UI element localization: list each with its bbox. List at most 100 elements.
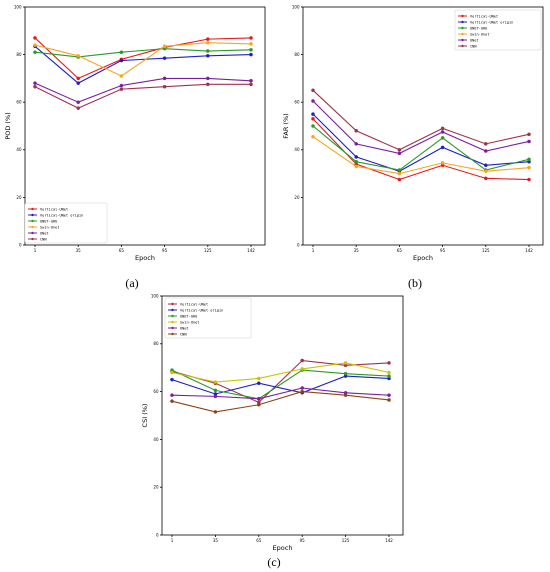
legend-label: Vertical-UNet [470,14,498,18]
series-cnn-point-4 [205,82,210,87]
series-vertical-unet-origin-point-1 [354,155,359,159]
series-swin-unet-point-5 [387,370,391,375]
series-swin-unet-point-4 [343,361,348,365]
series-vertical-unet-origin [311,112,531,174]
x-tick-label: 125 [204,248,212,253]
series-cnn-point-2 [256,402,261,407]
y-tick-label: 100 [292,4,300,9]
legend-marker [171,320,174,324]
legend: Vertical-UNet Vertical-UNet origin UNET-GR… [24,202,108,244]
series-vertical-unet-origin-point-3 [440,145,445,150]
series-vertical-unet-origin-line [312,113,530,172]
series-swin-unet-point-0 [170,370,174,375]
series-unet-gru-point-5 [527,157,531,162]
legend-marker [31,237,34,241]
y-tick-label: 20 [294,195,300,200]
series-unet-line [34,77,252,103]
x-tick-label: 35 [76,248,82,253]
legend-label: Swin-Unet [180,320,199,324]
series-vertical-unet-origin-point-4 [205,53,210,58]
legend-marker [171,314,174,318]
series-cnn-point-1 [76,106,80,110]
series-vertical-unet-point-5 [387,361,391,365]
series-swin-unet-point-0 [311,134,315,139]
legend-label: UNET-GRU [40,219,57,223]
series-vertical-unet-point-0 [33,36,37,40]
series-unet-point-4 [205,76,210,81]
series-swin-unet-point-5 [249,42,253,46]
series-unet-gru-point-4 [205,49,210,53]
legend-marker [461,44,464,48]
series-vertical-unet [311,117,531,182]
series-unet-gru-point-0 [33,50,37,55]
panel-caption: (a) [125,276,138,290]
legend-label: UNET-GRU [180,314,197,318]
x-tick-label: 1 [171,538,174,543]
series-swin-unet-point-5 [527,165,531,170]
y-tick-label: 0 [156,532,159,537]
y-tick-label: 60 [294,100,300,105]
series-cnn-point-0 [33,84,37,89]
series-swin-unet-point-4 [483,169,488,174]
series-swin-unet-point-2 [119,74,124,78]
x-tick-label: 142 [247,248,255,253]
legend-label: Vertical-UNet origin [180,308,223,312]
legend-label: UNet [40,231,49,235]
x-tick-label: 142 [385,538,393,543]
y-tick-label: 0 [19,242,22,247]
series-cnn-point-5 [249,82,253,87]
y-tick-label: 0 [297,242,300,247]
series-cnn [170,389,391,414]
y-tick-label: 60 [153,389,159,394]
series-vertical-unet-origin [33,44,253,85]
y-tick-label: 80 [153,341,159,346]
x-tick-label: 142 [525,248,533,253]
series-cnn-point-1 [354,128,359,133]
x-tick-label: 65 [119,248,125,253]
legend-label: Swin-Unet [40,225,59,229]
panel-caption: (b) [408,276,422,290]
series-unet-gru-point-4 [343,371,348,376]
series-vertical-unet-line [312,118,530,181]
series-vertical-unet-origin-point-2 [119,58,124,63]
series-unet-point-2 [397,151,402,156]
series-swin-unet-line [171,362,390,383]
legend: Vertical-UNet Vertical-UNet origin UNET-GR… [454,9,542,51]
series-unet-line [171,387,390,400]
series-unet-point-0 [33,81,37,85]
series-unet-gru-point-3 [440,136,445,140]
legend-marker [171,302,174,306]
series-vertical-unet-origin-line [34,45,252,84]
series-vertical-unet-origin-point-5 [249,52,253,57]
y-axis-title: CSI (%) [141,404,149,428]
series-vertical-unet-point-1 [76,76,80,81]
legend-marker [31,213,34,217]
legend: Vertical-UNet Vertical-UNet origin UNET-GR… [164,297,252,339]
series-cnn-point-3 [162,84,167,89]
legend-marker [171,326,174,330]
y-axis-title: POD (%) [4,112,12,139]
series-unet-point-1 [213,394,218,399]
series-vertical-unet-origin-line [171,375,390,395]
y-axis-title: FAR (%) [282,113,290,138]
series-vertical-unet-point-5 [527,177,531,182]
series-vertical-unet-origin-point-0 [311,112,315,116]
legend-label: Vertical-UNet origin [40,213,83,217]
x-tick-label: 35 [354,248,360,253]
x-axis-title: Epoch [273,544,293,552]
series-unet-gru [311,124,531,172]
x-tick-label: 35 [213,538,219,543]
y-tick-label: 40 [153,437,159,442]
y-tick-label: 100 [151,293,159,298]
plot-frame [302,6,544,246]
series-vertical-unet-point-4 [483,176,488,181]
series-unet-gru-point-5 [387,374,391,378]
x-tick-label: 65 [397,248,403,253]
series-unet-gru-point-2 [119,50,124,55]
series-cnn-point-2 [397,147,402,152]
legend-marker [31,207,34,211]
series-cnn-point-1 [213,410,218,414]
series-swin-unet-line [34,42,252,77]
chart-panel-2: 0 20 40 60 80 100 1 35 65 95 125 142 Epoch CSI (%) Ver… [141,293,404,569]
series-swin-unet-point-0 [33,43,37,47]
